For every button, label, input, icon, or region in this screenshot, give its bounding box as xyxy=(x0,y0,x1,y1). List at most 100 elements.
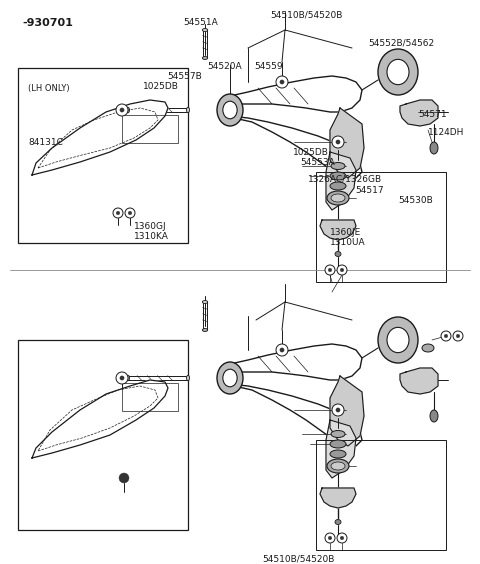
Ellipse shape xyxy=(330,450,346,458)
Polygon shape xyxy=(326,420,356,478)
Bar xyxy=(316,172,446,282)
Circle shape xyxy=(328,536,332,540)
Text: 1310UA: 1310UA xyxy=(330,238,366,247)
Text: 1310KA: 1310KA xyxy=(134,232,169,241)
Circle shape xyxy=(128,212,132,215)
Ellipse shape xyxy=(127,375,130,381)
Polygon shape xyxy=(326,152,356,210)
Polygon shape xyxy=(320,488,356,508)
Ellipse shape xyxy=(202,29,208,32)
Text: 1025DB: 1025DB xyxy=(143,82,179,91)
Polygon shape xyxy=(400,368,438,394)
Ellipse shape xyxy=(217,94,243,126)
Ellipse shape xyxy=(127,107,130,113)
Text: 1326AC/1326GB: 1326AC/1326GB xyxy=(308,174,382,183)
Ellipse shape xyxy=(202,301,208,303)
Circle shape xyxy=(332,136,344,148)
Circle shape xyxy=(340,268,344,272)
Text: 54552B/54562: 54552B/54562 xyxy=(368,38,434,47)
Circle shape xyxy=(456,334,460,338)
Ellipse shape xyxy=(387,327,409,352)
Polygon shape xyxy=(230,76,362,112)
Polygon shape xyxy=(330,376,364,446)
Bar xyxy=(122,115,178,143)
Ellipse shape xyxy=(331,430,345,438)
Polygon shape xyxy=(230,116,362,178)
Polygon shape xyxy=(230,344,362,380)
Text: 84131C: 84131C xyxy=(28,138,63,147)
Text: 54510B/54520B: 54510B/54520B xyxy=(262,554,335,563)
Ellipse shape xyxy=(330,172,346,180)
Bar xyxy=(18,340,188,530)
Ellipse shape xyxy=(331,162,345,170)
Ellipse shape xyxy=(331,194,345,202)
Ellipse shape xyxy=(331,462,345,470)
Circle shape xyxy=(336,408,340,412)
Polygon shape xyxy=(32,380,168,458)
Circle shape xyxy=(336,140,340,144)
Ellipse shape xyxy=(217,362,243,394)
Ellipse shape xyxy=(378,317,418,363)
Circle shape xyxy=(116,212,120,215)
Ellipse shape xyxy=(378,49,418,95)
Circle shape xyxy=(280,80,284,84)
Circle shape xyxy=(120,376,124,380)
Circle shape xyxy=(337,265,347,275)
Ellipse shape xyxy=(202,56,208,59)
Circle shape xyxy=(113,208,123,218)
Ellipse shape xyxy=(223,101,237,119)
Circle shape xyxy=(116,372,128,384)
Bar xyxy=(316,440,446,550)
Circle shape xyxy=(444,334,448,338)
Text: 54553A: 54553A xyxy=(300,158,335,167)
Circle shape xyxy=(119,473,129,483)
Text: 54557B: 54557B xyxy=(167,72,202,81)
Polygon shape xyxy=(230,384,362,446)
Circle shape xyxy=(337,533,347,543)
Ellipse shape xyxy=(422,344,434,352)
Ellipse shape xyxy=(335,519,341,525)
Ellipse shape xyxy=(330,440,346,448)
Circle shape xyxy=(340,536,344,540)
Circle shape xyxy=(280,348,284,352)
Circle shape xyxy=(453,331,463,341)
Polygon shape xyxy=(400,100,438,126)
Text: 54517: 54517 xyxy=(355,186,384,195)
Bar xyxy=(122,383,178,411)
Circle shape xyxy=(120,108,124,112)
Polygon shape xyxy=(32,100,168,175)
Ellipse shape xyxy=(223,369,237,387)
Text: (LH ONLY): (LH ONLY) xyxy=(28,84,70,93)
Text: 54559: 54559 xyxy=(254,62,283,71)
Circle shape xyxy=(441,331,451,341)
Text: 1124DH: 1124DH xyxy=(428,128,464,137)
Circle shape xyxy=(276,76,288,88)
Circle shape xyxy=(332,404,344,416)
Circle shape xyxy=(276,344,288,356)
Text: 54510B/54520B: 54510B/54520B xyxy=(270,10,342,19)
Circle shape xyxy=(328,268,332,272)
Circle shape xyxy=(325,265,335,275)
Circle shape xyxy=(325,533,335,543)
Text: 54551A: 54551A xyxy=(183,18,218,27)
Text: 54520A: 54520A xyxy=(207,62,241,71)
Text: 1025DB: 1025DB xyxy=(293,148,329,157)
Circle shape xyxy=(116,104,128,116)
Text: -930701: -930701 xyxy=(22,18,73,28)
Polygon shape xyxy=(330,108,364,178)
Ellipse shape xyxy=(187,107,190,113)
Text: 54530B: 54530B xyxy=(398,196,433,205)
Ellipse shape xyxy=(330,182,346,190)
Polygon shape xyxy=(320,220,356,240)
Ellipse shape xyxy=(327,459,349,473)
Ellipse shape xyxy=(335,252,341,257)
Ellipse shape xyxy=(430,410,438,422)
Ellipse shape xyxy=(202,328,208,332)
Text: 54571: 54571 xyxy=(418,110,446,119)
Bar xyxy=(18,68,188,243)
Ellipse shape xyxy=(387,59,409,85)
Text: 1360JE: 1360JE xyxy=(330,228,361,237)
Circle shape xyxy=(125,208,135,218)
Text: 1360GJ: 1360GJ xyxy=(134,222,167,231)
Ellipse shape xyxy=(187,375,190,381)
